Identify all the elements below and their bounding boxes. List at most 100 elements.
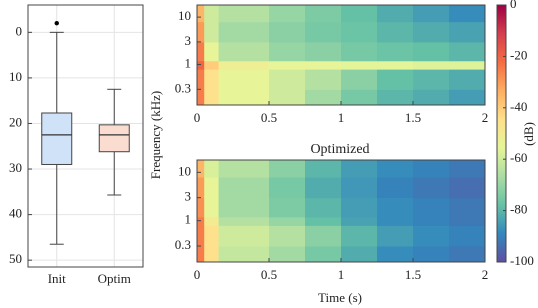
x-axis-label: Time (s) (318, 290, 362, 305)
heatmap-cell (341, 60, 378, 70)
y-tick-label: 50 (9, 251, 22, 266)
heatmap-cell (269, 5, 306, 23)
heatmap-cell (449, 60, 486, 70)
heatmap-cell (204, 60, 220, 70)
heatmap-cell (413, 89, 450, 106)
heatmap-cell (197, 216, 205, 226)
x-tick-label: 2 (482, 110, 489, 125)
heatmap-cell (204, 89, 220, 106)
heatmap-cell (377, 89, 414, 106)
colorbar-tick-label: -20 (510, 47, 527, 62)
heatmap-cell (377, 69, 414, 90)
heatmap-cell (269, 225, 306, 247)
heatmap-cell (341, 216, 378, 226)
heatmap-cell (269, 21, 306, 43)
heatmap-cell (269, 216, 306, 226)
heatmap-cell (197, 21, 205, 43)
heatmap-cell (218, 225, 270, 247)
x-tick-label: 0.5 (261, 267, 277, 282)
heatmap-cell (218, 89, 270, 106)
heatmap-cell (341, 245, 378, 263)
heatmap-cell (341, 69, 378, 90)
heatmap-cell (377, 160, 414, 178)
heatmap-cell (341, 5, 378, 23)
heatmap-cell (218, 21, 270, 43)
y-tick-label: 10 (9, 69, 22, 84)
heatmap-cell (449, 160, 486, 178)
heatmap-cell (413, 41, 450, 62)
heatmap-cell (413, 216, 450, 226)
heatmap-cell (449, 245, 486, 263)
heatmap-cell (197, 160, 205, 178)
heatmap-cell (269, 197, 306, 218)
x-tick-label: 0 (194, 110, 201, 125)
heatmap-cell (204, 245, 220, 263)
y-tick-label: 0.3 (175, 237, 191, 252)
heatmap-cell (269, 160, 306, 178)
heatmap-cell (377, 197, 414, 218)
heatmap-cell (341, 160, 378, 178)
heatmap-cell (413, 197, 450, 218)
heatmap-cell (377, 177, 414, 199)
heatmap-cell (218, 69, 270, 90)
heatmap-cell (269, 177, 306, 199)
heatmap-cell (218, 245, 270, 263)
heatmap-cell (197, 69, 205, 90)
colorbar (496, 4, 507, 263)
heatmap-cell (413, 5, 450, 23)
heatmap-cell (204, 160, 220, 178)
colorbar-tick-label: -80 (510, 202, 527, 217)
heatmap-cell (449, 177, 486, 199)
x-tick-label: 1.5 (405, 110, 421, 125)
y-tick-label: 0 (16, 23, 23, 38)
heatmap-cell (413, 60, 450, 70)
heatmap-cell (218, 60, 270, 70)
colorbar-tick-label: 0 (510, 0, 517, 11)
heatmap-cell (204, 225, 220, 247)
heatmap-cell (377, 21, 414, 43)
heatmap-cell (305, 89, 342, 106)
heatmap-cell (413, 160, 450, 178)
heatmap-cell (341, 177, 378, 199)
heatmap-cell (197, 197, 205, 218)
heatmap-cell (449, 21, 486, 43)
heatmap-cell (197, 225, 205, 247)
heatmap-cell (197, 5, 205, 23)
heatmap-cell (305, 69, 342, 90)
heatmap-cell (305, 5, 342, 23)
heatmap-cell (305, 177, 342, 199)
heatmap-cell (204, 21, 220, 43)
heatmap-cell (341, 225, 378, 247)
y-tick-label: 30 (9, 160, 22, 175)
heatmap-cell (377, 225, 414, 247)
panel-title: Optimized (310, 142, 369, 157)
heatmap-cell (377, 216, 414, 226)
colorbar-label: (dB) (521, 122, 536, 146)
box (41, 112, 73, 165)
heatmap-cell (449, 5, 486, 23)
heatmap-cell (305, 225, 342, 247)
heatmap-cell (218, 216, 270, 226)
heatmap-cell (305, 21, 342, 43)
heatmap-cell (204, 5, 220, 23)
outlier (54, 21, 59, 26)
heatmap-cell (197, 89, 205, 106)
heatmap-cell (449, 216, 486, 226)
heatmap-cell (377, 41, 414, 62)
heatmap-cell (305, 160, 342, 178)
heatmap-cell (341, 21, 378, 43)
heatmap-cell (204, 197, 220, 218)
x-tick-label: 1 (338, 110, 345, 125)
x-tick-label: 2 (482, 267, 489, 282)
heatmap-cell (341, 89, 378, 106)
box (98, 124, 130, 153)
heatmap-cell (197, 41, 205, 62)
y-tick-label: 40 (9, 206, 22, 221)
y-tick-label: 0.3 (175, 80, 191, 95)
heatmap-cell (218, 5, 270, 23)
heatmap-cell (305, 197, 342, 218)
heatmap-cell (218, 41, 270, 62)
heatmap-cell (204, 216, 220, 226)
y-tick-label: 10 (178, 163, 191, 178)
